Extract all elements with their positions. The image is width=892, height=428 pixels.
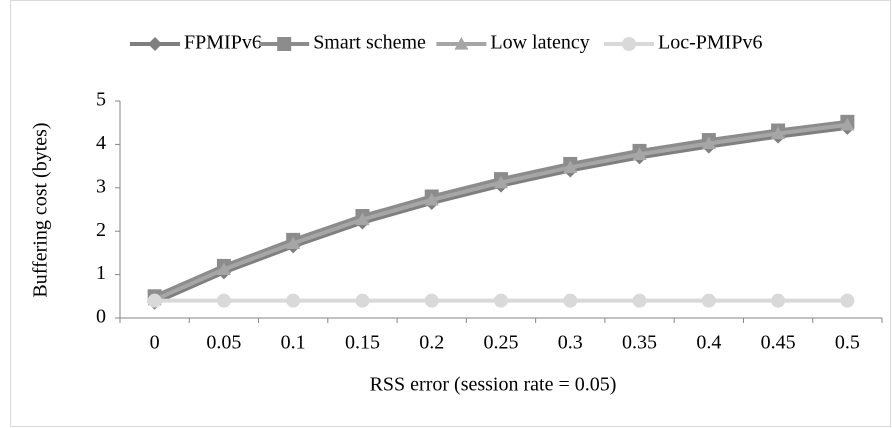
y-tick-label: 2 — [96, 219, 106, 241]
x-tick-label: 0.35 — [622, 332, 657, 354]
legend-label: FPMIPv6 — [184, 32, 262, 54]
data-point — [286, 236, 301, 249]
x-axis-label: RSS error (session rate = 0.05) — [370, 374, 617, 396]
y-tick-label: 4 — [96, 132, 106, 154]
legend-marker — [277, 37, 292, 51]
legend-marker — [622, 37, 636, 51]
x-tick-label: 0.05 — [206, 332, 241, 354]
data-point — [563, 293, 578, 308]
x-tick-label: 0.2 — [419, 332, 444, 354]
data-point — [424, 293, 439, 308]
data-point — [355, 293, 370, 308]
y-tick-label: 5 — [96, 89, 106, 111]
x-tick-label: 0 — [150, 332, 160, 354]
data-point — [632, 293, 647, 308]
data-point — [840, 293, 855, 308]
data-point — [701, 136, 716, 150]
data-point — [355, 212, 370, 226]
data-point — [424, 192, 439, 206]
legend-label: Loc-PMIPv6 — [658, 32, 762, 54]
data-point — [840, 117, 855, 131]
data-point — [701, 293, 716, 308]
data-point — [771, 293, 786, 308]
y-tick-label: 3 — [96, 175, 106, 197]
series-line — [153, 119, 848, 299]
chart-border — [10, 0, 891, 427]
data-point — [216, 293, 231, 308]
x-tick-label: 0.3 — [558, 332, 583, 354]
x-tick-label: 0.1 — [281, 332, 306, 354]
legend-label: Smart scheme — [313, 32, 426, 54]
legend-marker — [148, 37, 162, 51]
x-tick-label: 0.25 — [484, 332, 519, 354]
data-point — [563, 160, 578, 174]
y-axis-label: Buffering cost (bytes) — [30, 122, 52, 297]
x-tick-label: 0.5 — [835, 332, 860, 354]
legend-label: Low latency — [490, 32, 589, 54]
x-tick-label: 0.4 — [696, 332, 721, 354]
x-tick-label: 0.15 — [345, 332, 380, 354]
data-point — [286, 293, 301, 308]
data-point — [147, 293, 162, 308]
data-point — [494, 175, 508, 189]
data-point — [216, 262, 231, 275]
series-line — [153, 122, 848, 302]
legend-marker — [454, 37, 469, 50]
data-point — [494, 293, 508, 308]
data-point — [632, 147, 647, 160]
y-tick-label: 0 — [96, 306, 106, 328]
y-tick-label: 1 — [96, 262, 106, 284]
data-point — [771, 126, 786, 140]
x-tick-label: 0.45 — [761, 332, 796, 354]
series-line — [153, 125, 848, 305]
